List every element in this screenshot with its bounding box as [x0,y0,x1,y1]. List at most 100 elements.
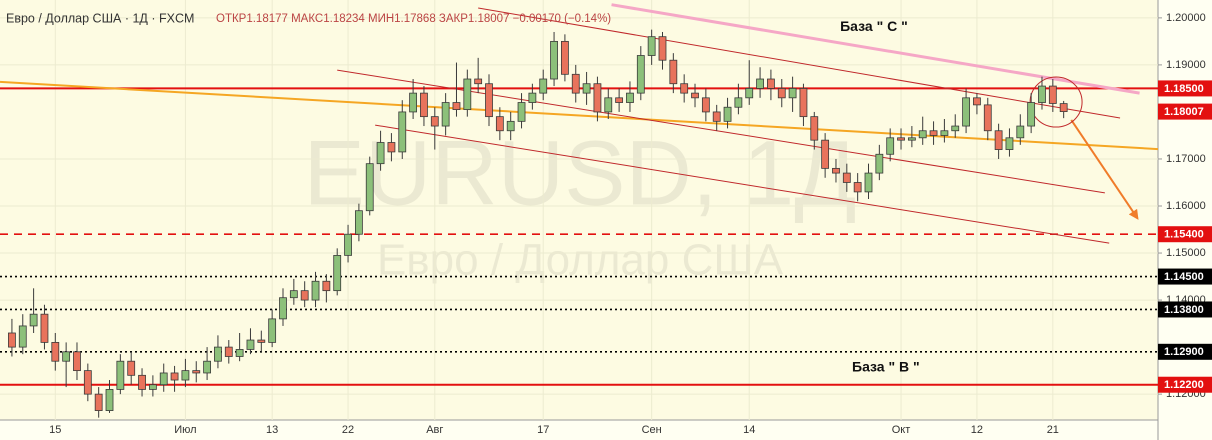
level-box-label: 1.18500 [1164,83,1204,95]
candle-body [224,346,233,357]
candle-body [853,182,862,193]
candle-body [647,36,656,56]
y-tick-label: 1.15000 [1166,247,1206,259]
candle-body [615,97,624,103]
candle-body [441,102,450,127]
candle-body [181,370,190,381]
candle-body [907,137,916,141]
candle-body [810,116,819,141]
chart-title: Евро / Доллар США · 1Д · FXCM [6,11,194,25]
candle-body [495,116,504,132]
x-tick-label: Сен [642,424,662,436]
candle-body [1027,102,1036,127]
candle-body [734,97,743,108]
candle-body [539,78,548,94]
candle-body [658,36,667,61]
candle-body [268,318,277,343]
x-tick-label: Окт [892,424,911,436]
candle-body [203,360,211,374]
candle-body [1048,85,1057,104]
x-tick-label: 22 [342,424,354,436]
chart-subtitle: ОТКР1.18177 МАКС1.18234 МИН1.17868 ЗАКР1… [216,13,611,25]
y-tick-label: 1.17000 [1166,153,1206,165]
annotation: База " C " [840,18,908,34]
candle-body [365,163,374,212]
candle-body [1038,85,1046,103]
candle-body [333,254,342,292]
candle-body [463,78,472,110]
plot-area [0,0,1158,420]
candle-body [561,40,569,75]
x-tick-label: Июл [174,424,196,436]
candle-body [18,325,27,348]
x-tick-label: 14 [743,424,755,436]
y-tick-label: 1.16000 [1166,200,1206,212]
candle-body [821,139,830,169]
x-tick-label: 12 [971,424,983,436]
time-axis [0,420,1158,440]
candle-body [550,40,558,80]
candle-body [214,346,222,362]
arrow [1070,119,1139,220]
y-tick-label: 1.20000 [1166,12,1206,24]
candle-body [701,97,710,113]
level-box-label: 1.13800 [1164,304,1204,316]
candle-body [593,83,602,113]
candle-body [626,92,634,103]
candle-body [517,102,526,122]
candle-body [73,351,81,372]
candle-body [788,88,797,99]
price-axis [1158,0,1212,440]
candle-body [105,389,114,411]
candle-body [842,172,851,183]
candle-body [452,102,461,110]
candle-body [897,137,905,141]
level-box [1158,301,1212,318]
candle-body [94,393,103,411]
level-box [1158,376,1212,393]
candle-body [940,130,949,136]
candle-body [506,120,515,132]
x-tick-label: Авг [426,424,443,436]
candle-body [680,83,689,94]
candle-body [192,370,201,374]
candle-body [756,78,764,89]
candle-body [918,130,927,139]
candle-body [62,351,71,362]
candle-body [1005,137,1014,150]
candle-body [723,106,732,122]
x-tick-label: 13 [266,424,278,436]
level-box [1158,343,1212,360]
level-box-label: 1.15400 [1164,229,1204,241]
x-tick-label: 17 [537,424,549,436]
level-box [1158,226,1212,243]
candle-body [777,88,786,99]
candle-body [148,384,157,390]
candle-body [962,97,970,127]
candle-body [311,280,320,301]
candle-body [116,360,125,390]
candle-body [983,104,992,132]
candle-body [691,92,699,99]
candle-body [582,83,591,94]
candle-body [864,172,873,193]
candle-body [51,341,60,362]
candle-body [767,78,775,89]
candle-body [409,92,418,113]
trend-line [478,7,1121,119]
candle-body [1059,103,1068,113]
candle-body [40,313,49,343]
candle-body [669,59,678,85]
level-box-label: 1.12200 [1164,379,1204,391]
y-tick-label: 1.19000 [1166,59,1206,71]
candle-body [344,233,352,256]
candle-body [387,142,396,153]
candle-body [354,210,363,235]
candle-body [376,142,385,165]
candle-body [127,360,136,376]
candle-body [973,97,981,106]
last-price-box [1158,103,1212,120]
candle-body [279,297,287,320]
level-box-label: 1.14500 [1164,271,1204,283]
